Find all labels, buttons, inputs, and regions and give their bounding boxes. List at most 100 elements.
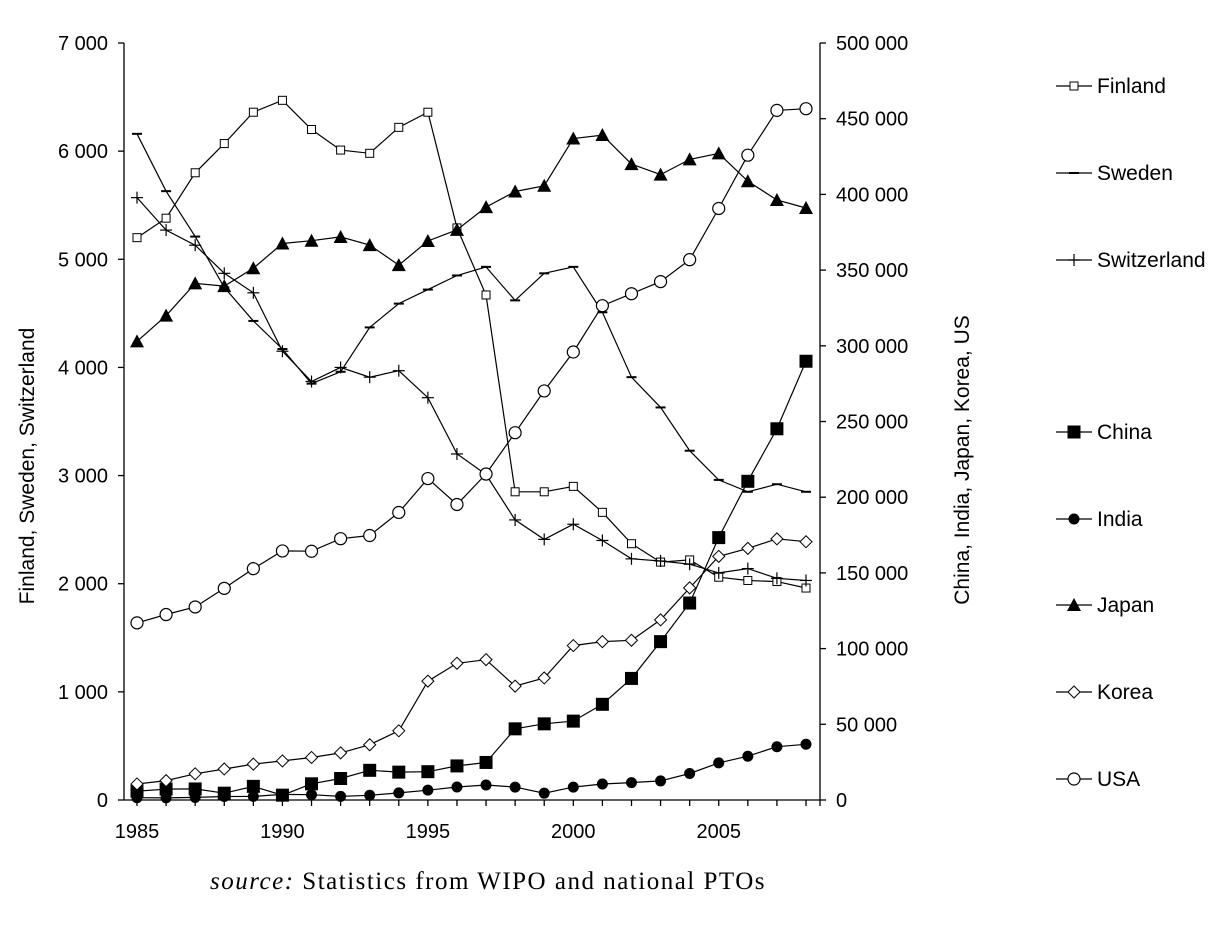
data-point-usa	[451, 498, 463, 510]
data-point-india	[277, 789, 288, 800]
data-point-japan	[595, 128, 609, 141]
data-point-usa	[538, 385, 550, 397]
data-point-india	[626, 777, 637, 788]
data-point-usa	[480, 468, 492, 480]
data-point-china	[625, 672, 637, 684]
data-point-usa	[567, 346, 579, 358]
left-tick-label: 6 000	[58, 141, 108, 163]
legend-marker-usa	[1068, 773, 1080, 785]
data-point-india	[335, 791, 346, 802]
data-point-usa	[684, 254, 696, 266]
series-line-usa	[137, 109, 806, 623]
x-tick-label: 1995	[406, 821, 451, 843]
data-point-india	[655, 775, 666, 786]
data-point-india	[248, 791, 259, 802]
legend-label-japan: Japan	[1097, 594, 1154, 617]
data-point-switzerland	[596, 534, 608, 546]
data-point-japan	[712, 146, 726, 159]
legend-label-usa: USA	[1097, 768, 1140, 791]
data-point-usa	[422, 473, 434, 485]
data-point-india	[742, 751, 753, 762]
data-point-india	[713, 757, 724, 768]
data-point-china	[800, 355, 812, 367]
data-point-korea	[189, 768, 201, 780]
data-point-usa	[131, 617, 143, 629]
data-point-india	[422, 785, 433, 796]
data-point-japan	[450, 223, 464, 236]
data-point-china	[742, 475, 754, 487]
series-line-switzerland	[137, 198, 806, 581]
data-point-usa	[625, 288, 637, 300]
legend-label-korea: Korea	[1097, 681, 1153, 704]
data-point-india	[539, 788, 550, 799]
left-tick-label: 4 000	[58, 357, 108, 379]
data-point-india	[568, 782, 579, 793]
data-point-finland	[511, 488, 519, 496]
legend-marker-china	[1068, 426, 1080, 438]
data-point-japan	[363, 238, 377, 251]
data-point-china	[596, 698, 608, 710]
data-point-finland	[366, 149, 374, 157]
left-axis-title: Finland, Sweden, Switzerland	[16, 328, 39, 605]
source-label: source:	[210, 868, 295, 895]
data-point-india	[364, 790, 375, 801]
source-note: source: Statistics from WIPO and nationa…	[0, 868, 976, 896]
data-point-china	[684, 597, 696, 609]
data-point-india	[801, 739, 812, 750]
data-point-finland	[482, 291, 490, 299]
data-point-korea	[771, 533, 783, 545]
data-point-korea	[306, 751, 318, 763]
data-point-usa	[335, 533, 347, 545]
right-axis-title: China, India, Japan, Korea, US	[951, 315, 974, 605]
data-point-china	[422, 766, 434, 778]
left-tick-label: 0	[97, 790, 108, 812]
right-tick-label: 450 000	[836, 109, 908, 131]
left-tick-label: 7 000	[58, 33, 108, 55]
data-point-japan	[334, 230, 348, 243]
data-point-switzerland	[509, 514, 521, 526]
data-point-china	[771, 423, 783, 435]
right-tick-label: 350 000	[836, 260, 908, 282]
data-point-switzerland	[625, 553, 637, 565]
data-point-japan	[770, 193, 784, 206]
data-point-finland	[162, 214, 170, 222]
data-point-finland	[278, 96, 286, 104]
data-point-korea	[422, 675, 434, 687]
data-point-usa	[218, 582, 230, 594]
data-point-switzerland	[364, 371, 376, 383]
data-point-japan	[799, 201, 813, 214]
data-point-usa	[393, 506, 405, 518]
data-point-usa	[247, 563, 259, 575]
legend-marker-india	[1069, 514, 1080, 525]
data-point-finland	[191, 169, 199, 177]
data-point-china	[655, 636, 667, 648]
data-point-finland	[598, 508, 606, 516]
data-point-india	[393, 787, 404, 798]
legend-marker-switzerland	[1068, 254, 1080, 266]
x-tick-label: 2000	[551, 821, 596, 843]
x-tick-label: 1990	[260, 821, 305, 843]
left-tick-label: 3 000	[58, 466, 108, 488]
data-point-india	[190, 792, 201, 803]
data-point-china	[713, 532, 725, 544]
data-point-china	[567, 715, 579, 727]
data-point-japan	[392, 258, 406, 271]
data-point-finland	[133, 234, 141, 242]
data-point-china	[538, 718, 550, 730]
legend-label-switzerland: Switzerland	[1097, 249, 1206, 272]
data-point-korea	[596, 636, 608, 648]
right-tick-label: 50 000	[836, 714, 897, 736]
x-tick-label: 2005	[696, 821, 741, 843]
data-point-japan	[654, 168, 668, 181]
data-point-japan	[479, 200, 493, 213]
series-line-sweden	[137, 134, 806, 492]
left-tick-label: 2 000	[58, 574, 108, 596]
data-point-japan	[537, 179, 551, 192]
data-point-china	[247, 780, 259, 792]
legend-label-finland: Finland	[1097, 75, 1166, 98]
data-point-india	[510, 782, 521, 793]
data-point-usa	[189, 601, 201, 613]
right-tick-label: 400 000	[836, 184, 908, 206]
data-point-india	[597, 778, 608, 789]
